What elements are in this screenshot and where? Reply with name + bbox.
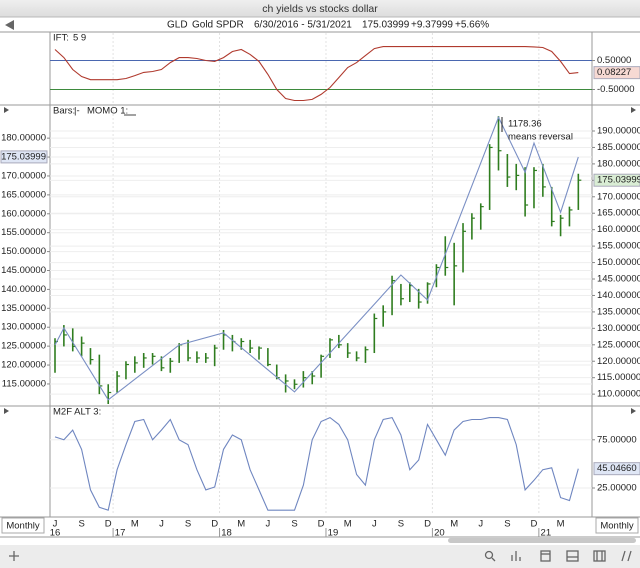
left-tick-label: 180.00000 [1, 133, 46, 144]
bars-style: |- [74, 106, 80, 117]
last-value-box [593, 173, 640, 187]
month-label: M [237, 519, 245, 530]
left-tick-label: 170.00000 [1, 170, 46, 181]
toolbar [0, 545, 640, 568]
right-tick-label: 145.00000 [597, 274, 640, 285]
last-value-box [0, 150, 48, 164]
indicator-line [54, 46, 579, 102]
left-tick-label: 130.00000 [1, 322, 46, 333]
toolbar-icons[interactable] [9, 550, 632, 562]
year-label: 17 [115, 528, 126, 539]
left-tick-label: 115.00000 [2, 378, 46, 389]
period-box-left[interactable] [1, 517, 45, 534]
right-tick-label: 140.00000 [597, 290, 640, 301]
left-tick-label: 160.00000 [1, 208, 46, 219]
year-label: 18 [221, 528, 232, 539]
month-label: D [211, 519, 218, 530]
month-label: M [131, 519, 139, 530]
panel-frames [0, 31, 640, 538]
month-label: S [504, 519, 510, 530]
date-range: 6/30/2016 - 5/31/2021 [254, 20, 352, 31]
month-label: J [159, 519, 164, 530]
right-tick-label: 120.00000 [597, 356, 640, 367]
right-tick-label: 165.00000 [597, 208, 640, 219]
left-tick-label: 165.00000 [1, 189, 46, 200]
last-value: 0.08227 [597, 67, 631, 78]
month-label: S [398, 519, 404, 530]
month-label: D [424, 519, 431, 530]
left-tick-label: 135.00000 [1, 303, 46, 314]
overlay-title: MOMO 1: [87, 106, 128, 117]
left-tick-label: 125.00000 [1, 341, 46, 352]
change: +9.37999 [411, 20, 453, 31]
month-label: S [291, 519, 297, 530]
left-tick-label: 120.00000 [1, 360, 46, 371]
change-pct: +5.66% [455, 20, 489, 31]
month-label: M [450, 519, 458, 530]
year-label: 16 [50, 528, 61, 539]
panel-title: M2F ALT 3: [53, 407, 101, 418]
scrollbar[interactable] [448, 538, 636, 543]
right-tick-label: 150.00000 [597, 257, 640, 268]
symbol-name: Gold SPDR [192, 20, 244, 31]
right-tick-label: 115.00000 [597, 372, 640, 383]
last-value: 175.03999 [597, 175, 640, 186]
month-label: S [185, 519, 191, 530]
symbol: GLD [167, 20, 188, 31]
last-price: 175.03999 [362, 20, 410, 31]
period-box-right[interactable] [595, 517, 639, 534]
right-tick-label: 185.00000 [597, 142, 640, 153]
month-label: J [53, 519, 58, 530]
month-label: S [78, 519, 84, 530]
month-label: J [372, 519, 377, 530]
left-tick-label: 140.00000 [1, 284, 46, 295]
momo-line [54, 115, 579, 401]
right-tick-label: 130.00000 [597, 323, 640, 334]
month-label: J [478, 519, 483, 530]
month-label: J [266, 519, 271, 530]
right-tick-label: -0.50000 [597, 84, 635, 95]
right-tick-label: 25.00000 [597, 483, 637, 494]
left-tick-label: 155.00000 [1, 227, 46, 238]
right-tick-label: 180.00000 [597, 158, 640, 169]
panel-title: Bars: [53, 106, 75, 117]
back-arrow[interactable] [5, 20, 14, 30]
year-label: 20 [434, 528, 445, 539]
panel-markers [4, 107, 636, 414]
right-tick-label: 190.00000 [597, 126, 640, 137]
right-tick-label: 0.50000 [597, 55, 631, 66]
last-value: 175.03999 [1, 151, 46, 162]
right-tick-label: 170.00000 [597, 191, 640, 202]
title-bar [0, 0, 640, 17]
last-value-box [593, 66, 640, 80]
annotation: means reversal [508, 132, 573, 143]
month-label: M [344, 519, 352, 530]
window-title: ch yields vs stocks dollar [262, 3, 378, 15]
panel-params: 5 9 [73, 33, 86, 44]
month-label: D [318, 519, 325, 530]
panel-title: IFT: [53, 33, 69, 44]
right-tick-label: 135.00000 [597, 306, 640, 317]
month-label: D [105, 519, 112, 530]
last-value-box [593, 462, 640, 476]
period-right[interactable]: Monthly [600, 521, 634, 532]
month-label: D [531, 519, 538, 530]
left-tick-label: 150.00000 [1, 246, 46, 257]
month-label: M [557, 519, 565, 530]
right-tick-label: 155.00000 [597, 241, 640, 252]
annotation: 1178.36 [508, 119, 542, 130]
right-tick-label: 125.00000 [597, 339, 640, 350]
period-left[interactable]: Monthly [6, 521, 40, 532]
year-label: 21 [541, 528, 552, 539]
left-tick-label: 145.00000 [1, 265, 46, 276]
right-tick-label: 75.00000 [597, 434, 637, 445]
year-label: 19 [328, 528, 339, 539]
right-tick-label: 160.00000 [597, 224, 640, 235]
right-tick-label: 110.00000 [597, 389, 640, 400]
last-value: 45.04660 [597, 463, 637, 474]
indicator-line [54, 416, 579, 511]
